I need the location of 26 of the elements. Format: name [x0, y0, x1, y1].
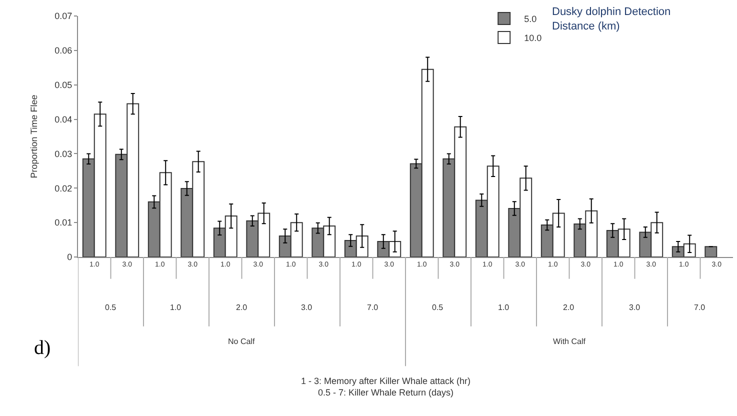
y-tick-label: 0.06	[54, 46, 72, 56]
text: 2.0	[563, 303, 575, 312]
text: 2.0	[236, 303, 248, 312]
y-tick-label: 0.05	[54, 80, 72, 90]
y-tick-label: 0.04	[54, 114, 72, 124]
y-tick-label: 0.07	[54, 11, 72, 22]
y-tick-label: 0.03	[54, 148, 72, 159]
text: 0.5	[105, 303, 117, 312]
text: 7.0	[367, 303, 379, 312]
text: With Calf	[553, 337, 586, 346]
legend-title: Dusky dolphin Detection Distance (km)	[552, 6, 671, 32]
text: 1.0	[498, 303, 510, 312]
legend-label: 10.0	[524, 32, 542, 43]
text: 7.0	[694, 303, 706, 312]
text: No Calf	[228, 337, 256, 346]
legend-label: 5.0	[524, 14, 537, 24]
y-axis-title: Proportion Time Flee	[29, 94, 40, 178]
text: 1.0	[170, 303, 182, 312]
text: 1 - 3: Memory after Killer Whale attack (hr) 0.5 - 7: Killer Whale Return (days)	[301, 376, 471, 398]
y-tick-label: 0	[67, 252, 72, 262]
text: d)	[34, 337, 51, 359]
text: 0.5	[432, 303, 444, 312]
text: 3.0	[301, 303, 313, 312]
text: 3.0	[629, 303, 641, 312]
y-tick-label: 0.02	[54, 183, 72, 194]
y-tick-label: 0.01	[54, 218, 72, 228]
